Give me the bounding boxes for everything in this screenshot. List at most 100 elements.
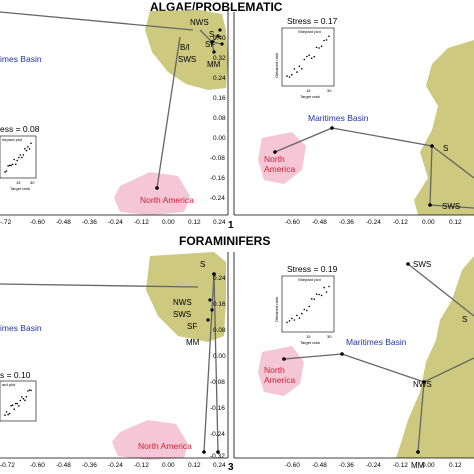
edge xyxy=(0,11,194,31)
shepard-point xyxy=(21,396,23,398)
tick: 0.24 xyxy=(213,219,226,226)
panel-2: Maritimes Basin North America S SWS Stre… xyxy=(210,12,474,226)
shepard-point xyxy=(296,71,298,73)
node-sws xyxy=(406,262,410,266)
label-north: North xyxy=(264,365,285,375)
shepard-point xyxy=(24,399,26,402)
shepard-point xyxy=(308,305,311,308)
shepard-point xyxy=(11,163,14,166)
panel-4: Maritimes Basin North America S NWS SWS … xyxy=(210,252,474,470)
shepard-point xyxy=(16,159,19,162)
tick: -0.60 xyxy=(285,219,300,226)
label-nws: NWS xyxy=(173,298,192,307)
tick: -0.32 xyxy=(210,453,225,460)
tick: -0.36 xyxy=(82,219,97,226)
shepard-point xyxy=(27,146,29,148)
label-mm: MM xyxy=(186,338,200,347)
label-north-america: North America xyxy=(140,195,194,205)
shepard-point xyxy=(298,317,301,319)
tick: -0.24 xyxy=(366,462,381,469)
label-basin: Maritimes Basin xyxy=(308,113,369,123)
pink-region xyxy=(112,420,188,460)
edge xyxy=(0,283,199,288)
shepard-point xyxy=(313,298,316,301)
label-mm: MM xyxy=(411,461,425,470)
shepard-point xyxy=(315,293,318,295)
tick: 0.00 xyxy=(213,135,226,142)
shepard-point xyxy=(308,54,311,56)
shepard-points xyxy=(4,142,32,173)
inset-tick: 30 xyxy=(327,334,332,339)
shepard-point xyxy=(5,170,8,172)
node xyxy=(216,34,220,38)
shepard-point xyxy=(30,389,32,392)
label-basin: Maritimes Basin xyxy=(346,337,407,347)
tick: 0.00 xyxy=(162,462,175,469)
shepard-point xyxy=(25,396,28,398)
tick: -0.12 xyxy=(134,219,149,226)
label-s: S xyxy=(200,260,205,269)
label-america: America xyxy=(264,375,295,385)
shepard-point xyxy=(19,154,22,156)
shepard-point xyxy=(25,149,28,152)
inset-ylabel: Obtained rank xyxy=(274,297,279,322)
node-nws xyxy=(422,380,426,384)
shepard-points xyxy=(286,285,330,324)
tick: -0.08 xyxy=(210,379,225,386)
shepard-point xyxy=(313,55,316,58)
shepard-point xyxy=(298,65,301,68)
inset-title: ard plot xyxy=(2,382,16,387)
shepard-point xyxy=(328,285,330,288)
shepard-point xyxy=(8,164,11,167)
panel-3: imes Basin North America S NWS SWS SF MM… xyxy=(0,252,229,469)
shepard-point xyxy=(16,402,19,405)
label-basin: imes Basin xyxy=(0,54,42,64)
label-sf: SF xyxy=(187,322,197,331)
shepard-point xyxy=(318,47,320,49)
node-basin xyxy=(330,126,334,130)
shepard-point xyxy=(21,156,23,159)
tick: -0.48 xyxy=(56,219,71,226)
tick: 0.32 xyxy=(213,55,226,62)
shepard-point xyxy=(14,402,17,405)
tick: 0.12 xyxy=(188,462,201,469)
shepard-point xyxy=(301,312,303,315)
tick: -0.60 xyxy=(285,462,300,469)
tick: -0.12 xyxy=(134,462,149,469)
shepard-point xyxy=(325,39,328,41)
tick: -0.60 xyxy=(30,219,45,226)
shepard-point xyxy=(22,397,25,400)
shepard-point xyxy=(291,73,293,76)
tick: 0.00 xyxy=(422,219,435,226)
shepard-point xyxy=(18,405,20,407)
tick: 0.24 xyxy=(213,75,226,82)
stress-value: ess = 0.08 xyxy=(0,124,40,134)
olive-region xyxy=(414,40,474,215)
node xyxy=(210,40,214,44)
tick: 0.08 xyxy=(213,115,226,122)
inset-tick: 15 xyxy=(16,180,21,185)
shepard-points xyxy=(286,35,330,78)
label-sws: SWS xyxy=(413,260,431,269)
tick: 0.24 xyxy=(213,462,226,469)
edge xyxy=(203,273,215,453)
shepard-point xyxy=(286,75,288,77)
inset-title: hepard plot xyxy=(2,137,23,142)
shepard-point xyxy=(318,293,320,296)
edge xyxy=(429,204,474,209)
edge xyxy=(431,145,474,179)
shepard-point xyxy=(13,408,15,411)
node xyxy=(208,298,212,302)
shepard-point xyxy=(4,171,6,173)
label-s: S xyxy=(209,30,214,39)
tick: -0.12 xyxy=(393,219,408,226)
shepard-inset: Shepard plot Obtained rank Target rank 1… xyxy=(274,27,335,99)
shepard-point xyxy=(28,148,31,150)
stress-value: s = 0.10 xyxy=(0,370,31,380)
edge xyxy=(417,381,425,453)
shepard-point xyxy=(328,35,330,38)
tick: -0.24 xyxy=(108,462,123,469)
shepard-point xyxy=(13,158,15,161)
shepard-points xyxy=(4,389,32,417)
x-ticks: -0.72 -0.60 -0.48 -0.36 -0.24 -0.12 0.00… xyxy=(0,462,226,469)
